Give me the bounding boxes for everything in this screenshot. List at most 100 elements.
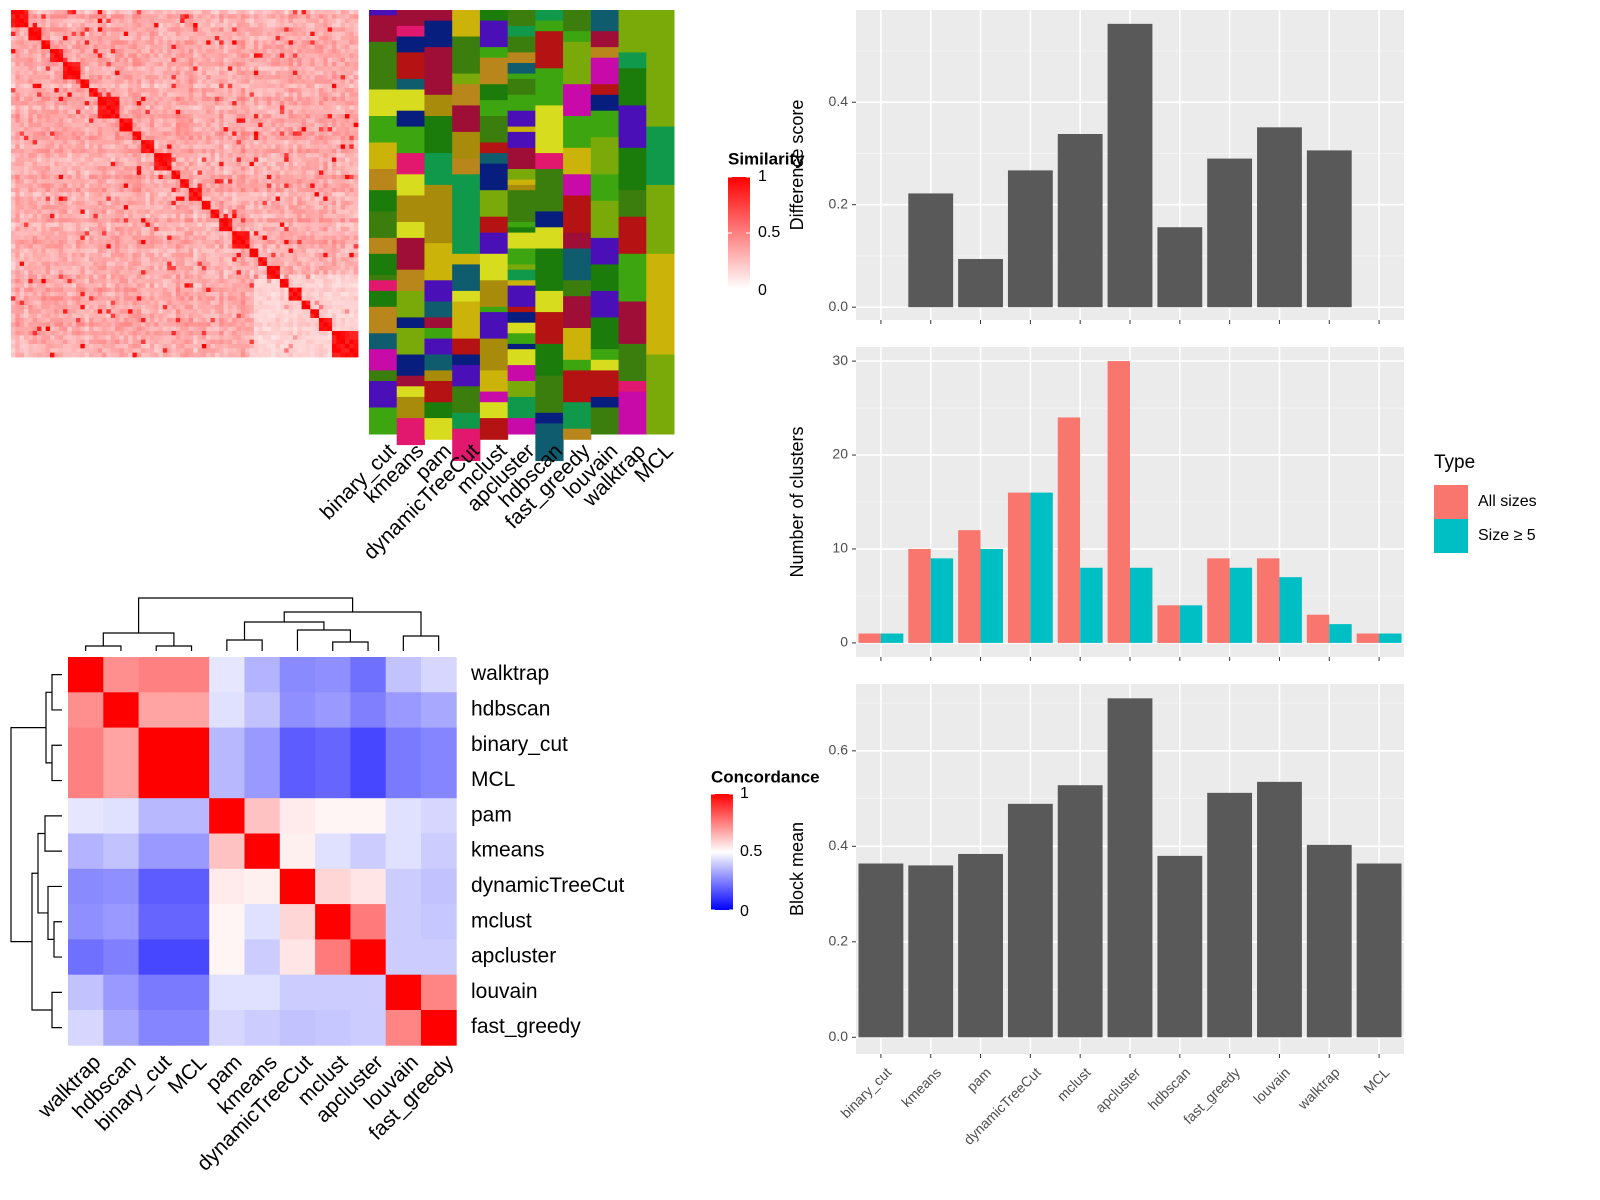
similarity-cell <box>323 218 329 223</box>
similarity-cell <box>206 166 211 171</box>
similarity-cell <box>145 114 151 119</box>
similarity-cell <box>28 75 34 80</box>
similarity-cell <box>171 31 177 37</box>
similarity-cell <box>63 40 68 46</box>
similarity-cell <box>227 196 233 202</box>
similarity-cell <box>162 248 168 254</box>
similarity-cell <box>76 205 81 210</box>
similarity-cell <box>28 18 34 24</box>
similarity-cell <box>318 27 324 33</box>
similarity-cell <box>184 213 190 219</box>
similarity-cell <box>275 257 281 262</box>
similarity-cell <box>175 140 181 145</box>
similarity-cell <box>245 127 250 132</box>
similarity-cell <box>214 88 220 93</box>
similarity-cell <box>245 170 250 176</box>
similarity-cell <box>227 122 233 128</box>
similarity-cell <box>210 118 216 124</box>
similarity-cell <box>106 114 112 119</box>
similarity-cell <box>323 83 329 89</box>
similarity-cell <box>314 49 320 54</box>
similarity-cell <box>45 200 51 206</box>
similarity-cell <box>292 148 298 154</box>
similarity-cell <box>310 205 316 210</box>
similarity-cell <box>119 209 125 215</box>
similarity-cell <box>184 174 190 180</box>
similarity-cell <box>323 265 329 271</box>
similarity-cell <box>76 18 81 24</box>
similarity-cell <box>158 131 164 137</box>
similarity-cell <box>236 170 242 176</box>
similarity-cell <box>336 96 342 102</box>
similarity-cell <box>136 196 142 202</box>
similarity-cell <box>206 57 211 63</box>
similarity-cell <box>336 122 342 128</box>
similarity-cell <box>93 122 99 128</box>
similarity-cell <box>28 127 34 132</box>
similarity-cell <box>58 118 64 124</box>
similarity-cell <box>119 235 125 241</box>
similarity-cell <box>154 274 159 280</box>
similarity-cell <box>54 105 60 111</box>
similarity-cell <box>154 109 159 115</box>
similarity-cell <box>102 153 107 158</box>
similarity-cell <box>279 161 285 167</box>
similarity-cell <box>11 166 16 171</box>
similarity-cell <box>201 10 207 15</box>
similarity-cell <box>297 222 303 228</box>
similarity-cell <box>119 187 125 193</box>
similarity-cell <box>149 205 155 210</box>
similarity-cell <box>171 18 177 24</box>
similarity-cell <box>232 274 237 280</box>
similarity-cell <box>84 10 90 15</box>
similarity-cell <box>141 205 146 210</box>
similarity-cell <box>28 209 34 215</box>
similarity-cell <box>136 135 142 141</box>
similarity-cell <box>76 92 81 98</box>
similarity-cell <box>106 83 112 89</box>
similarity-cell <box>110 252 116 258</box>
similarity-cell <box>67 265 73 271</box>
similarity-cell <box>58 213 64 219</box>
similarity-cell <box>115 49 120 54</box>
similarity-cell <box>167 153 172 158</box>
similarity-cell <box>128 83 133 89</box>
similarity-cell <box>93 53 99 59</box>
similarity-cell <box>119 140 125 145</box>
similarity-cell <box>232 239 237 245</box>
similarity-cell <box>24 170 29 176</box>
similarity-cell <box>318 205 324 210</box>
similarity-cell <box>197 239 203 245</box>
similarity-cell <box>266 196 272 202</box>
similarity-cell <box>310 27 316 33</box>
similarity-cell <box>331 157 337 163</box>
similarity-cell <box>128 131 133 137</box>
similarity-cell <box>128 31 133 37</box>
similarity-cell <box>71 92 77 98</box>
similarity-cell <box>63 209 68 215</box>
similarity-cell <box>188 62 194 67</box>
similarity-cell <box>340 265 346 271</box>
similarity-cell <box>223 153 229 158</box>
similarity-cell <box>292 53 298 59</box>
similarity-cell <box>145 135 151 141</box>
similarity-cell <box>19 257 25 262</box>
similarity-cell <box>145 200 151 206</box>
similarity-cell <box>305 239 311 245</box>
similarity-cell <box>89 83 94 89</box>
similarity-cell <box>210 170 216 176</box>
similarity-cell <box>76 209 81 215</box>
similarity-cell <box>266 274 272 280</box>
similarity-cell <box>149 96 155 102</box>
similarity-cell <box>71 66 77 72</box>
similarity-cell <box>28 148 34 154</box>
similarity-cell <box>219 31 224 37</box>
similarity-cell <box>106 205 112 210</box>
similarity-cell <box>180 231 185 236</box>
similarity-cell <box>28 196 34 202</box>
similarity-cell <box>158 252 164 258</box>
similarity-cell <box>145 70 151 76</box>
similarity-cell <box>50 109 55 115</box>
similarity-cell <box>240 53 246 59</box>
similarity-cell <box>292 10 298 15</box>
